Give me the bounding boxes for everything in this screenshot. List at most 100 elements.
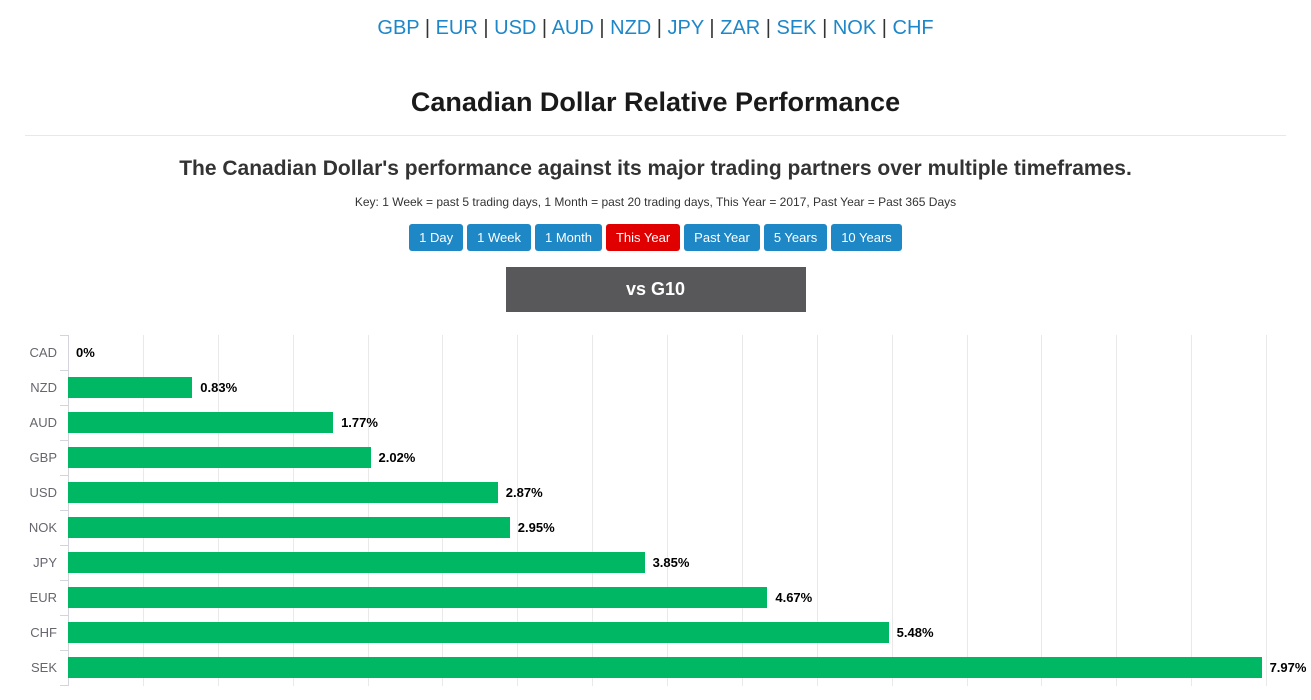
gridline bbox=[966, 335, 968, 686]
category-label-jpy: JPY bbox=[33, 555, 57, 570]
timeframe-button-past-year[interactable]: Past Year bbox=[684, 224, 760, 251]
nav-separator: | bbox=[419, 17, 436, 39]
chart-row-eur: EUR 4.67% bbox=[0, 580, 1311, 615]
value-label-nzd: 0.83% bbox=[200, 380, 238, 395]
page-title: Canadian Dollar Relative Performance bbox=[410, 87, 901, 117]
nav-separator: | bbox=[651, 17, 668, 39]
nav-separator: | bbox=[477, 17, 495, 39]
timeframe-button-1-week[interactable]: 1 Week bbox=[467, 224, 531, 251]
chart-row-usd: USD 2.87% bbox=[0, 475, 1311, 510]
nav-link-sek[interactable]: SEK bbox=[776, 17, 817, 39]
value-label-cad: 0% bbox=[76, 345, 95, 360]
gridline bbox=[367, 335, 369, 686]
bar-cell: 2.02% bbox=[68, 440, 1311, 475]
gridline bbox=[1116, 335, 1118, 686]
bar-cell: 3.85% bbox=[68, 545, 1311, 580]
title-divider bbox=[25, 135, 1286, 136]
category-label-chf: CHF bbox=[30, 625, 57, 640]
category-label-eur: EUR bbox=[29, 590, 57, 605]
axis-tick bbox=[60, 650, 68, 651]
bar-chart: CAD 0% NZD 0.83% AUD 1.77% GBP 2.02% USD 2.87% NOK… bbox=[0, 335, 1311, 687]
axis-tick bbox=[60, 545, 68, 546]
nav-link-zar[interactable]: ZAR bbox=[720, 17, 761, 39]
nav-link-eur[interactable]: EUR bbox=[435, 17, 478, 39]
chart-row-gbp: GBP 2.02% bbox=[0, 440, 1311, 475]
bar-cell: 0.83% bbox=[68, 370, 1311, 405]
nav-link-aud[interactable]: AUD bbox=[551, 17, 594, 39]
nav-separator: | bbox=[536, 17, 552, 39]
chart-row-aud: AUD 1.77% bbox=[0, 405, 1311, 440]
section-banner: vs G10 bbox=[505, 267, 806, 312]
nav-link-nzd[interactable]: NZD bbox=[610, 17, 652, 39]
axis-tick bbox=[60, 440, 68, 441]
chart-subtitle: The Canadian Dollar's performance agains… bbox=[179, 157, 1132, 180]
axis-tick bbox=[60, 405, 68, 406]
gridline bbox=[142, 335, 144, 686]
bar-nzd bbox=[68, 377, 193, 398]
bar-chf bbox=[68, 622, 889, 643]
bar-gbp bbox=[68, 447, 371, 468]
bar-nok bbox=[68, 517, 510, 538]
nav-link-usd[interactable]: USD bbox=[494, 17, 537, 39]
timeframe-button-5-years[interactable]: 5 Years bbox=[763, 224, 828, 251]
nav-separator: | bbox=[703, 17, 721, 39]
nav-link-chf[interactable]: CHF bbox=[892, 17, 934, 39]
gridline bbox=[517, 335, 519, 686]
nav-link-gbp[interactable]: GBP bbox=[377, 17, 420, 39]
nav-separator: | bbox=[816, 17, 833, 39]
category-label-usd: USD bbox=[29, 485, 57, 500]
gridline bbox=[442, 335, 444, 686]
nav-separator: | bbox=[760, 17, 777, 39]
chart-row-nzd: NZD 0.83% bbox=[0, 370, 1311, 405]
axis-tick bbox=[60, 615, 68, 616]
category-label-nzd: NZD bbox=[30, 380, 57, 395]
timeframe-button-10-years[interactable]: 10 Years bbox=[831, 224, 902, 251]
category-label-nok: NOK bbox=[28, 520, 57, 535]
value-label-gbp: 2.02% bbox=[378, 450, 416, 465]
chart-row-sek: SEK 7.97% bbox=[0, 650, 1311, 685]
value-label-nok: 2.95% bbox=[517, 520, 555, 535]
gridline bbox=[1266, 335, 1268, 686]
axis-tick bbox=[60, 335, 68, 336]
gridline bbox=[217, 335, 219, 686]
value-label-eur: 4.67% bbox=[775, 590, 813, 605]
nav-link-nok[interactable]: NOK bbox=[832, 17, 877, 39]
axis-tick bbox=[60, 510, 68, 511]
bar-cell: 5.48% bbox=[68, 615, 1311, 650]
value-label-chf: 5.48% bbox=[896, 625, 934, 640]
nav-separator: | bbox=[876, 17, 893, 39]
bar-cell: 1.77% bbox=[68, 405, 1311, 440]
category-label-aud: AUD bbox=[29, 415, 57, 430]
nav-separator: | bbox=[593, 17, 611, 39]
chart-row-nok: NOK 2.95% bbox=[0, 510, 1311, 545]
key-note: Key: 1 Week = past 5 trading days, 1 Mon… bbox=[354, 195, 957, 209]
currency-nav: GBP | EUR | USD | AUD | NZD | JPY | ZAR … bbox=[0, 0, 1311, 40]
gridline bbox=[741, 335, 743, 686]
bar-cell: 4.67% bbox=[68, 580, 1311, 615]
bar-cell: 2.87% bbox=[68, 475, 1311, 510]
axis-tick bbox=[60, 475, 68, 476]
category-label-gbp: GBP bbox=[29, 450, 57, 465]
nav-link-jpy[interactable]: JPY bbox=[667, 17, 704, 39]
axis-tick bbox=[60, 685, 68, 686]
category-label-cad: CAD bbox=[29, 345, 57, 360]
chart-row-cad: CAD 0% bbox=[0, 335, 1311, 370]
plot-grid-layer bbox=[60, 335, 1311, 686]
bar-sek bbox=[68, 657, 1262, 678]
timeframe-button-1-day[interactable]: 1 Day bbox=[409, 224, 464, 251]
gridline bbox=[1041, 335, 1043, 686]
gridline bbox=[891, 335, 893, 686]
timeframe-button-1-month[interactable]: 1 Month bbox=[534, 224, 602, 251]
axis-tick bbox=[60, 580, 68, 581]
y-axis-line bbox=[68, 335, 69, 686]
gridline bbox=[592, 335, 594, 686]
bar-cell: 2.95% bbox=[68, 510, 1311, 545]
category-label-sek: SEK bbox=[30, 660, 57, 675]
chart-rows: CAD 0% NZD 0.83% AUD 1.77% GBP 2.02% USD 2.87% NOK… bbox=[0, 335, 1311, 685]
timeframe-button-this-year[interactable]: This Year bbox=[605, 224, 681, 251]
value-label-jpy: 3.85% bbox=[652, 555, 690, 570]
timeframe-button-row: 1 Day 1 Week 1 Month This Year Past Year 5 Ye… bbox=[0, 224, 1311, 251]
value-label-sek: 7.97% bbox=[1269, 660, 1307, 675]
gridline bbox=[292, 335, 294, 686]
gridline bbox=[1191, 335, 1193, 686]
